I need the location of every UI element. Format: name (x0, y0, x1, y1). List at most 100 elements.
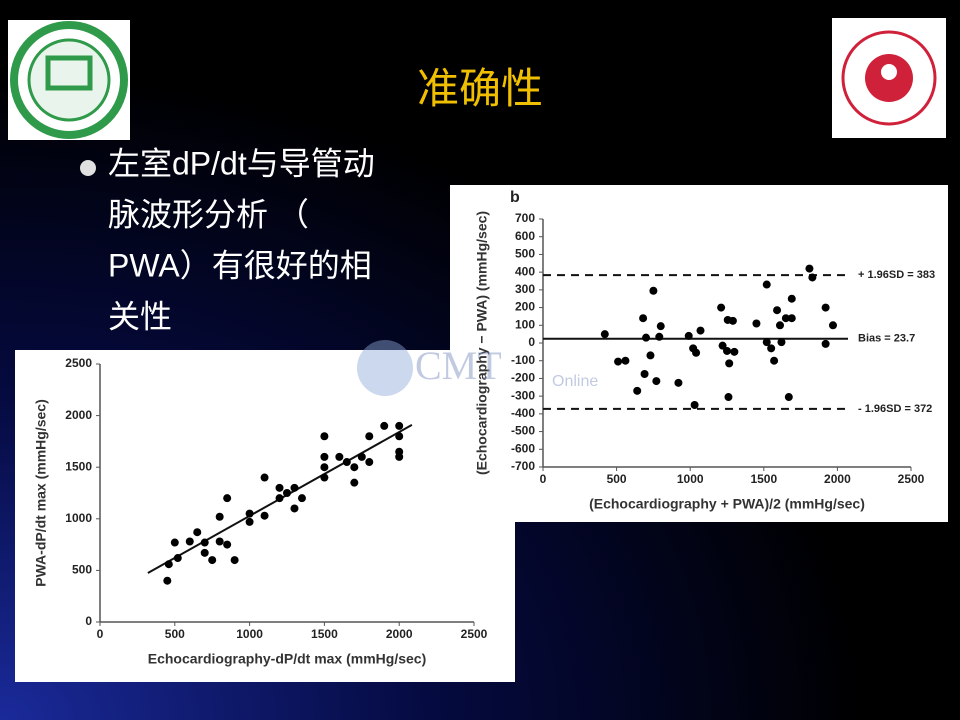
point (185, 537, 194, 546)
point (787, 314, 796, 323)
point (642, 333, 651, 342)
point (223, 540, 232, 549)
point (649, 286, 658, 295)
y-tick-label: 100 (515, 317, 535, 331)
bullet-text: PWA）有很好的相 (108, 247, 372, 283)
x-axis-label: (Echocardiography + PWA)/2 (mmHg/sec) (589, 496, 865, 512)
point (173, 554, 182, 563)
point (297, 494, 306, 503)
point (674, 378, 683, 387)
x-tick-label: 2000 (386, 627, 413, 641)
point (652, 377, 661, 386)
point (752, 319, 761, 328)
point (717, 303, 726, 312)
point (275, 494, 284, 503)
point (365, 432, 374, 441)
point (777, 338, 786, 347)
point (762, 338, 771, 347)
y-axis-label: (Echocardiography − PWA) (mmHg/sec) (474, 211, 490, 475)
x-tick-label: 1000 (677, 472, 704, 486)
point (781, 314, 790, 323)
point (684, 331, 693, 340)
point (320, 473, 329, 482)
x-tick-label: 0 (540, 472, 547, 486)
point (223, 494, 232, 503)
x-tick-label: 1500 (750, 472, 777, 486)
y-tick-label: 2000 (65, 408, 92, 422)
y-tick-label: 0 (528, 335, 535, 349)
point (762, 280, 771, 289)
point (215, 537, 224, 546)
point (656, 322, 665, 331)
point (767, 344, 776, 353)
point (718, 341, 727, 350)
y-tick-label: 300 (515, 282, 535, 296)
point (365, 458, 374, 467)
point (245, 517, 254, 526)
point (320, 463, 329, 472)
y-tick-label: 600 (515, 229, 535, 243)
point (730, 347, 739, 356)
point (775, 321, 784, 330)
logo-left (8, 20, 130, 140)
y-tick-label: 1500 (65, 459, 92, 473)
y-tick-label: 2500 (65, 356, 92, 370)
y-tick-label: -600 (511, 441, 535, 455)
bullet-dot (80, 160, 96, 176)
y-tick-label: 0 (85, 614, 92, 628)
point (646, 351, 655, 360)
point (773, 306, 782, 315)
reference-label: Bias = 23.7 (858, 333, 915, 345)
point (821, 339, 830, 348)
point (200, 548, 209, 557)
point (655, 332, 664, 341)
point (600, 330, 609, 339)
point (230, 556, 239, 565)
point (342, 458, 351, 467)
point (784, 393, 793, 402)
point (696, 326, 705, 335)
y-tick-label: -500 (511, 424, 535, 438)
point (690, 401, 699, 409)
panel-label: b (510, 189, 520, 206)
point (380, 421, 389, 430)
bullet-text: 脉波形分析 （ (108, 196, 309, 232)
x-tick-label: 2500 (461, 627, 488, 641)
y-tick-label: -100 (511, 353, 535, 367)
point (170, 538, 179, 547)
watermark: Online (552, 373, 598, 390)
point (787, 294, 796, 303)
y-tick-label: -700 (511, 459, 535, 473)
point (290, 504, 299, 513)
watermark: CMT (415, 343, 502, 388)
point (808, 273, 817, 282)
point (200, 538, 209, 547)
chart: 0 500 1000 1500 2000 2500-700-600-500-400-300… (450, 185, 948, 522)
y-tick-label: 400 (515, 264, 535, 278)
point (770, 356, 779, 365)
y-axis-label: PWA-dP/dt max (mmHg/sec) (33, 399, 49, 586)
point (723, 346, 731, 355)
x-tick-label: 2000 (824, 472, 851, 486)
y-tick-label: -200 (511, 371, 535, 385)
x-tick-label: 2500 (898, 472, 925, 486)
y-tick-label: -300 (511, 388, 535, 402)
chart: 0 500 1000 1500 2000 2500 0 500 1000 1500 2000 2500… (15, 350, 515, 682)
reference-label: + 1.96SD = 383 (858, 269, 935, 281)
point (283, 489, 291, 497)
logo-right (832, 18, 946, 138)
point (290, 483, 299, 492)
point (395, 421, 404, 430)
bullet-text: 关性 (108, 298, 172, 334)
point (320, 452, 329, 461)
point (614, 357, 623, 366)
y-tick-label: 500 (72, 563, 92, 577)
y-tick-label: 200 (515, 300, 535, 314)
y-tick-label: 500 (515, 247, 535, 261)
point (163, 576, 172, 585)
point (208, 556, 217, 565)
point (164, 560, 173, 569)
reference-label: - 1.96SD = 372 (858, 403, 932, 415)
x-tick-label: 1500 (311, 627, 338, 641)
x-tick-label: 500 (165, 627, 185, 641)
